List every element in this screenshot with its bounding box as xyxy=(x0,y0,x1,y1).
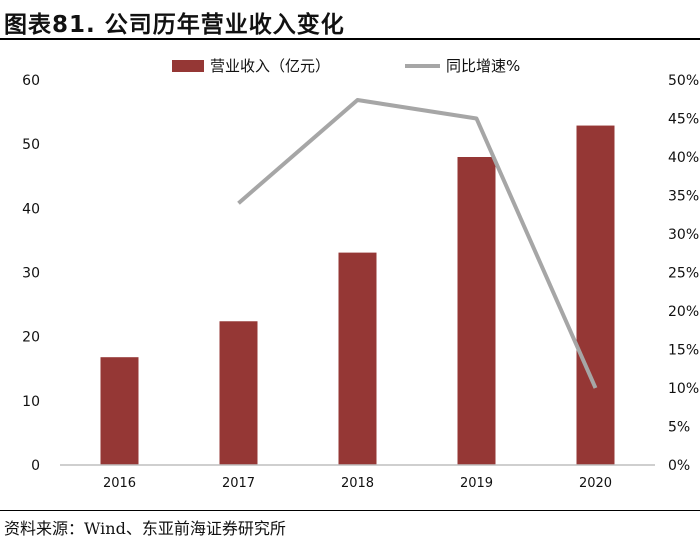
x-tick-label: 2020 xyxy=(579,476,612,491)
growth-line xyxy=(237,98,598,389)
legend-line-label: 同比增速% xyxy=(446,57,520,75)
legend-bar-swatch xyxy=(172,60,204,72)
revenue-bar xyxy=(219,321,258,465)
right-tick-label: 50% xyxy=(668,73,699,89)
left-tick-label: 50 xyxy=(22,137,40,153)
right-axis: 0% 5% 10% 15% 20% 25% 30% 35% 40% 45% 50% xyxy=(668,73,699,474)
revenue-bar xyxy=(100,357,139,465)
bar-series xyxy=(100,125,615,465)
left-tick-label: 10 xyxy=(22,394,40,410)
x-axis: 2016 2017 2018 2019 2020 xyxy=(103,476,612,491)
right-tick-label: 20% xyxy=(668,304,699,320)
figure-title: 图表81. 公司历年营业收入变化 xyxy=(4,12,345,38)
right-tick-label: 5% xyxy=(668,420,690,436)
right-tick-label: 35% xyxy=(668,189,699,205)
source-note: 资料来源：Wind、东亚前海证券研究所 xyxy=(4,519,286,538)
legend: 营业收入（亿元） 同比增速% xyxy=(172,57,520,75)
chart-area: 营业收入（亿元） 同比增速% 0 10 20 30 40 50 60 0% 5% 10% 15% 2… xyxy=(0,40,700,510)
revenue-bar xyxy=(576,125,615,465)
right-tick-label: 45% xyxy=(668,112,699,128)
x-tick-label: 2019 xyxy=(460,476,493,491)
left-axis: 0 10 20 30 40 50 60 xyxy=(22,73,40,474)
left-tick-label: 40 xyxy=(22,201,40,217)
left-tick-label: 30 xyxy=(22,266,40,282)
left-tick-label: 60 xyxy=(22,73,40,89)
left-tick-label: 20 xyxy=(22,330,40,346)
source-bar: 资料来源：Wind、东亚前海证券研究所 xyxy=(0,510,700,539)
revenue-bar xyxy=(457,157,496,465)
x-tick-label: 2017 xyxy=(222,476,255,491)
x-tick-label: 2016 xyxy=(103,476,136,491)
left-tick-label: 0 xyxy=(31,458,40,474)
right-tick-label: 30% xyxy=(668,227,699,243)
right-tick-label: 10% xyxy=(668,381,699,397)
legend-bar-label: 营业收入（亿元） xyxy=(210,57,330,75)
x-tick-label: 2018 xyxy=(341,476,374,491)
right-tick-label: 25% xyxy=(668,266,699,282)
title-bar: 图表81. 公司历年营业收入变化 xyxy=(0,0,700,40)
right-tick-label: 15% xyxy=(668,343,699,359)
revenue-bar xyxy=(338,252,377,465)
revenue-growth-chart: 营业收入（亿元） 同比增速% 0 10 20 30 40 50 60 0% 5% 10% 15% 2… xyxy=(22,57,699,491)
right-tick-label: 40% xyxy=(668,150,699,166)
line-series xyxy=(237,98,598,389)
right-tick-label: 0% xyxy=(668,458,690,474)
